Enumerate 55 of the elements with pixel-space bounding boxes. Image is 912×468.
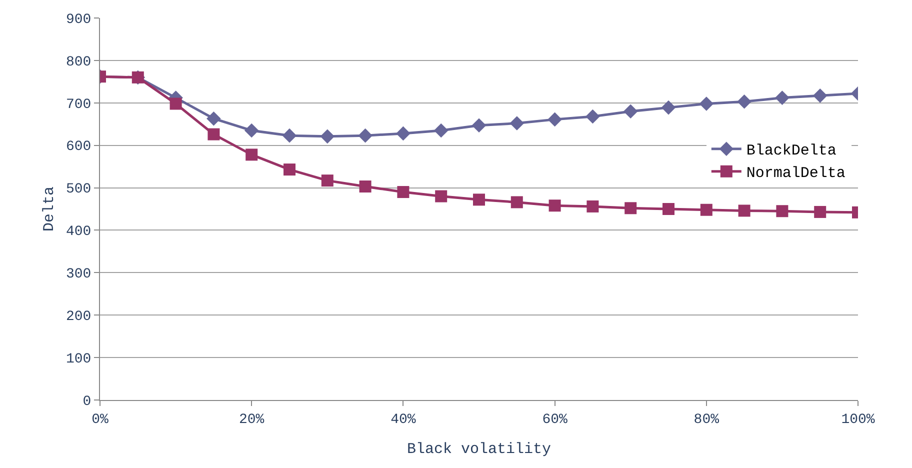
point (472, 118, 486, 133)
point (434, 123, 448, 138)
point (397, 186, 410, 198)
point (396, 126, 410, 141)
x-tick-label: 40% (390, 412, 416, 428)
point (586, 200, 599, 212)
point (776, 205, 788, 218)
point (473, 194, 485, 206)
point (170, 98, 182, 110)
point (206, 111, 221, 126)
x-tick-label: 20% (238, 412, 265, 428)
point (775, 90, 790, 105)
point (321, 174, 334, 187)
point (814, 206, 826, 218)
y-tick-label: 600 (66, 139, 92, 156)
point (435, 190, 448, 202)
point (699, 96, 714, 111)
point (700, 204, 712, 216)
point (244, 123, 259, 138)
point (661, 100, 676, 115)
y-tick-label: 800 (66, 54, 92, 70)
point (737, 94, 752, 109)
point (624, 202, 637, 214)
point (359, 180, 372, 192)
point (548, 112, 562, 127)
legend-label: NormalDelta (746, 165, 846, 182)
point (246, 148, 258, 161)
legend-label: BlackDelta (746, 142, 836, 160)
point (510, 116, 524, 130)
x-tick-label: 100% (841, 412, 876, 428)
point (208, 128, 220, 140)
point (284, 164, 296, 176)
y-axis-title: Delta (41, 186, 58, 232)
y-tick-label: 500 (66, 182, 92, 198)
y-tick-label: 200 (66, 309, 92, 326)
point (320, 129, 335, 144)
point (738, 204, 750, 217)
point (623, 104, 638, 119)
x-tick-label: 60% (542, 412, 568, 428)
y-tick-label: 900 (66, 12, 92, 28)
point (510, 196, 523, 208)
y-tick-label: 300 (66, 266, 92, 283)
y-tick-label: 700 (66, 96, 92, 113)
x-tick-label: 0% (92, 412, 109, 428)
y-tick-label: 400 (66, 224, 92, 240)
x-tick-label: 80% (694, 412, 720, 428)
point (282, 128, 297, 143)
y-tick-label: 0 (82, 394, 92, 410)
y-tick-label: 100 (66, 351, 92, 368)
point (586, 109, 600, 124)
x-axis-title: Black volatility (406, 440, 552, 458)
point (358, 128, 372, 143)
point (662, 203, 674, 215)
point (548, 200, 561, 212)
point (812, 88, 828, 103)
